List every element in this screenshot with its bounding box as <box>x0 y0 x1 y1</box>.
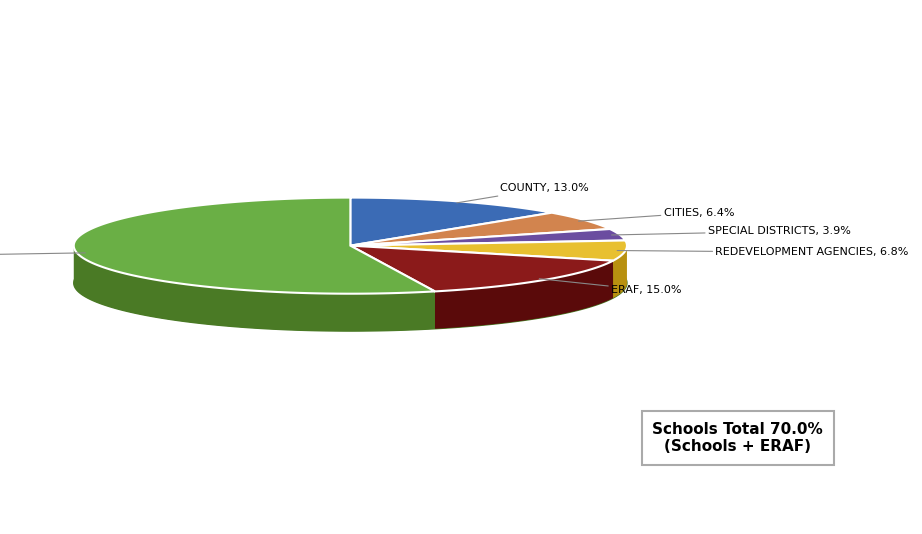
Polygon shape <box>74 235 627 331</box>
Polygon shape <box>435 261 613 329</box>
Polygon shape <box>350 198 552 246</box>
Text: REDEVELOPMENT AGENCIES, 6.8%: REDEVELOPMENT AGENCIES, 6.8% <box>617 247 909 257</box>
Polygon shape <box>350 229 625 246</box>
Text: Schools Total 70.0%
(Schools + ERAF): Schools Total 70.0% (Schools + ERAF) <box>652 422 823 454</box>
Text: CITIES, 6.4%: CITIES, 6.4% <box>578 208 734 221</box>
Polygon shape <box>74 245 435 331</box>
Polygon shape <box>74 198 435 294</box>
Polygon shape <box>350 240 627 261</box>
Polygon shape <box>350 213 609 246</box>
Text: SPECIAL DISTRICTS, 3.9%: SPECIAL DISTRICTS, 3.9% <box>611 226 851 237</box>
Polygon shape <box>613 245 627 298</box>
Polygon shape <box>350 246 613 292</box>
Text: SCHOOLS, 55.0%: SCHOOLS, 55.0% <box>0 250 86 260</box>
Text: ERAF, 15.0%: ERAF, 15.0% <box>539 279 681 295</box>
Text: COUNTY, 13.0%: COUNTY, 13.0% <box>456 183 589 203</box>
